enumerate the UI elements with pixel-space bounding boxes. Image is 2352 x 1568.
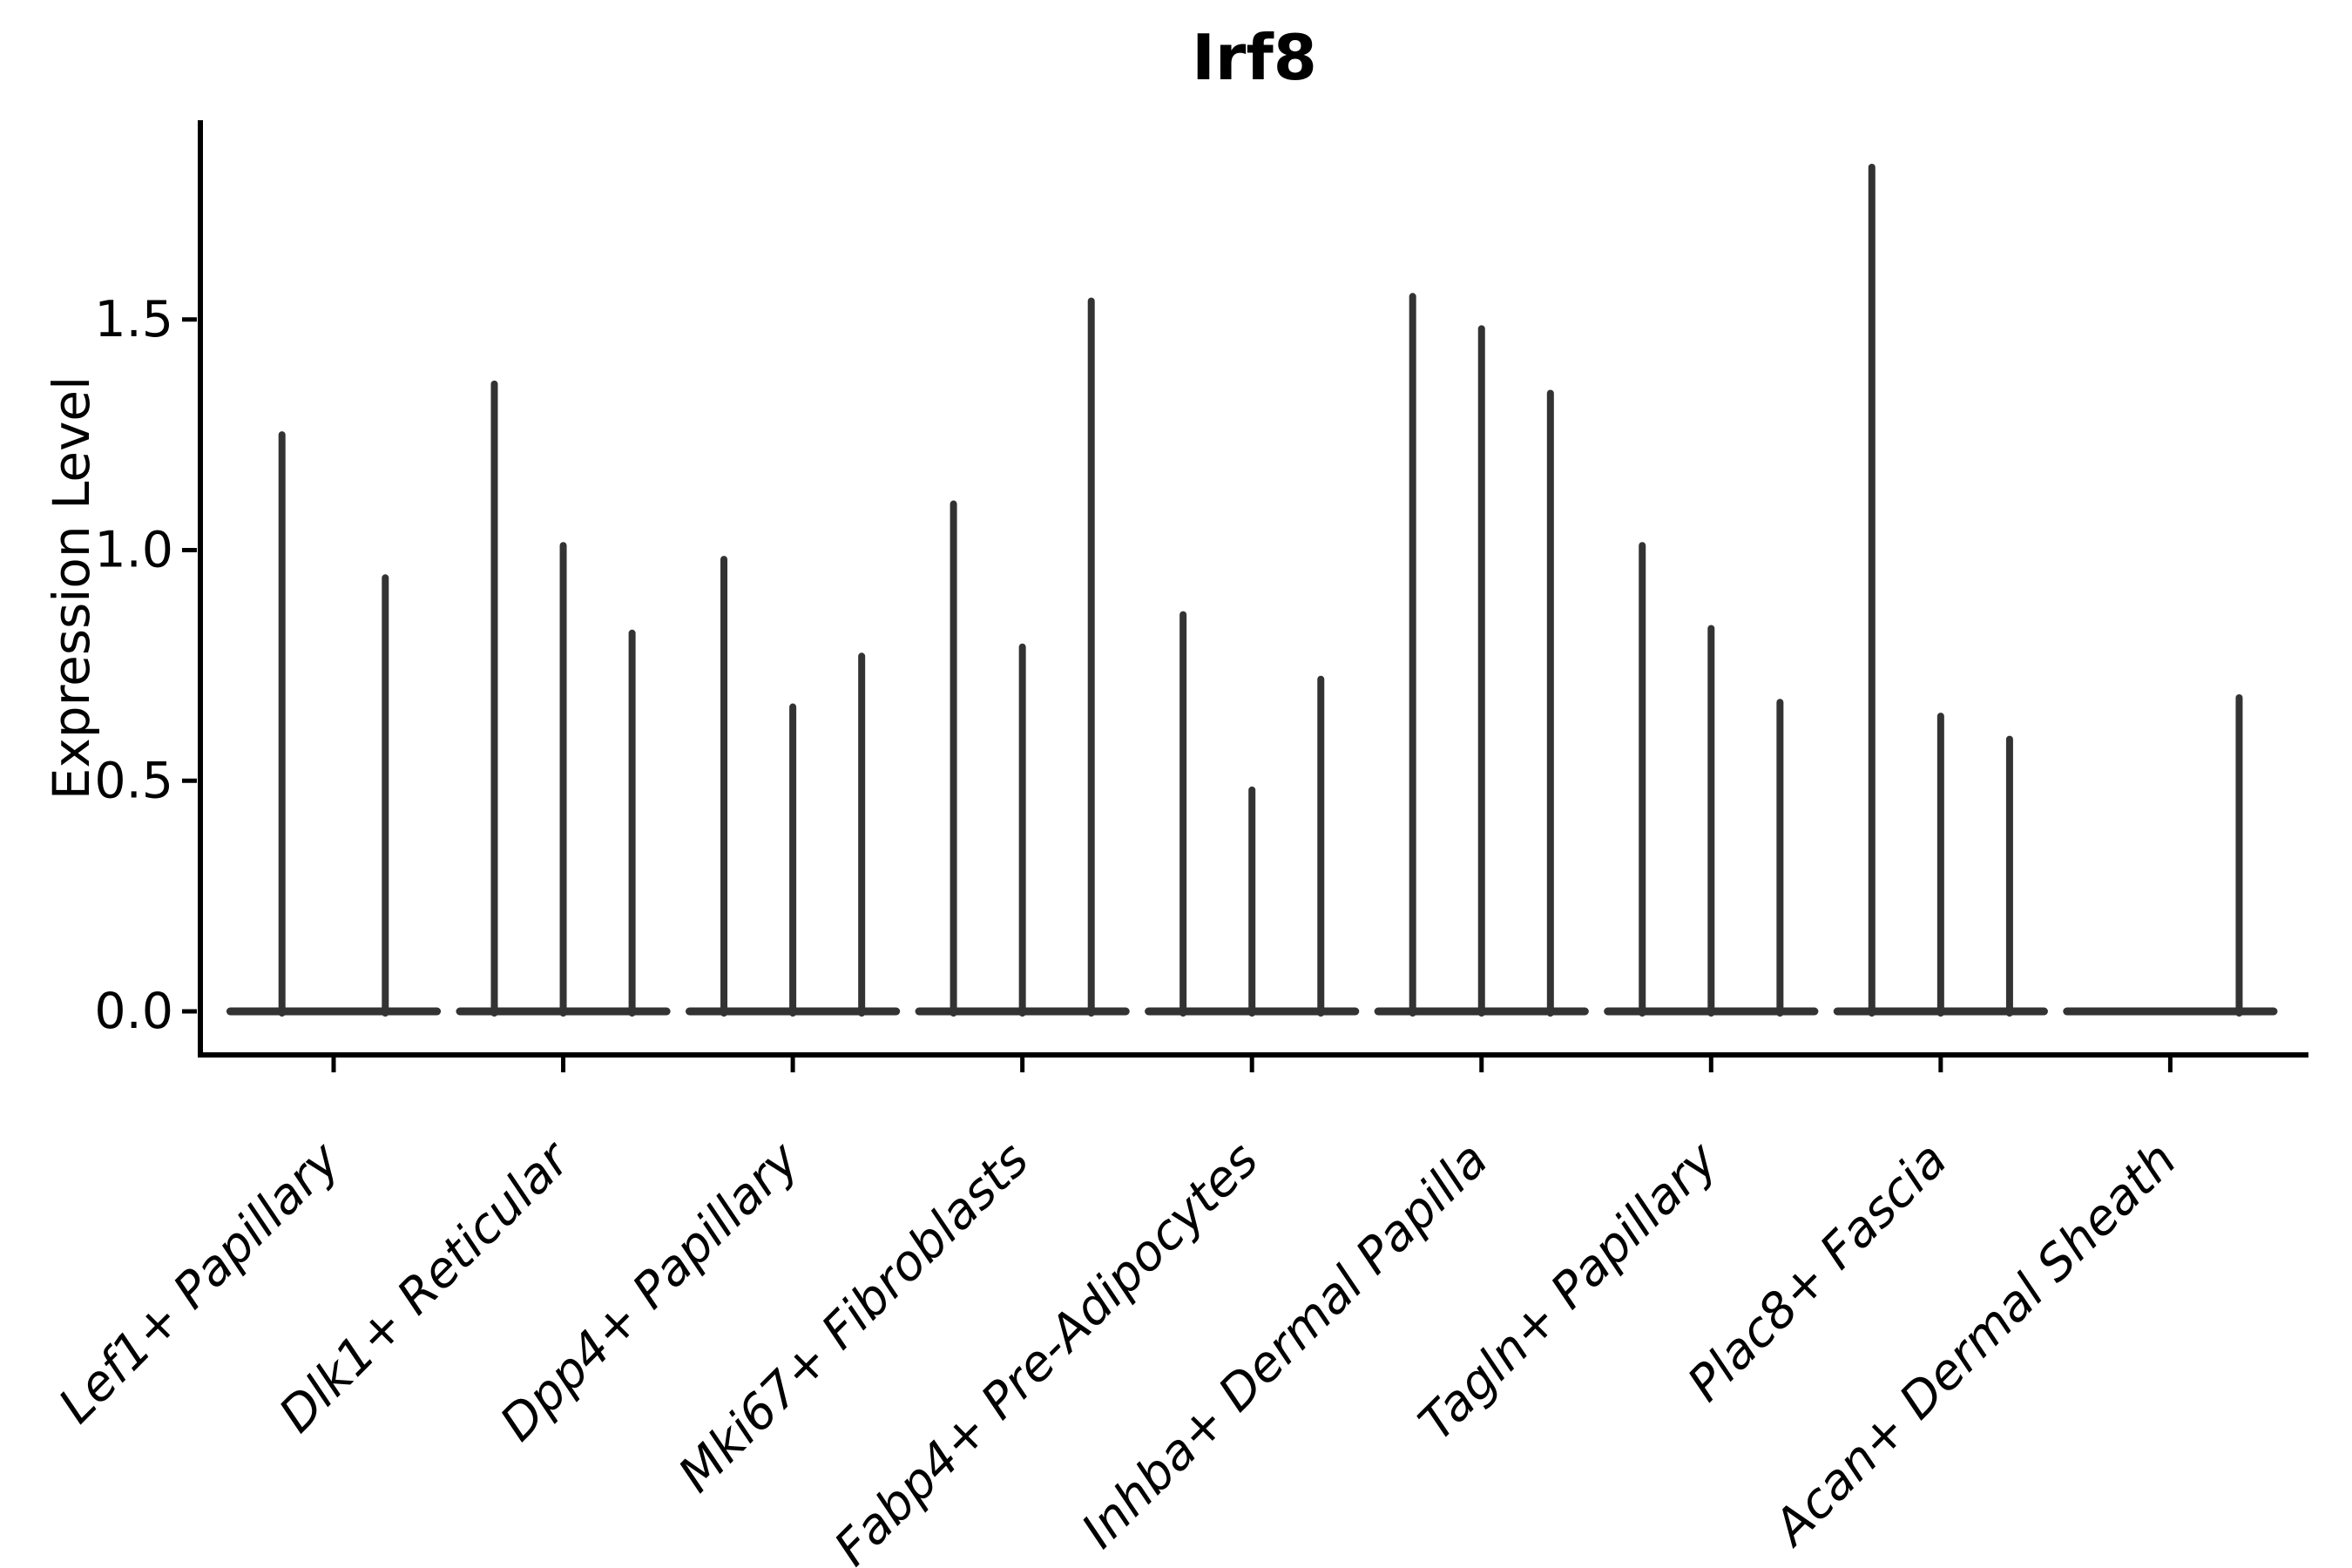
y-tick-label: 1.0 [94, 522, 173, 579]
category-label: Acan+ Dermal Sheath [1761, 1132, 2187, 1558]
y-tick-label: 0.5 [94, 752, 173, 809]
category-label: Fabp4+ Pre-Adipocytes [824, 1132, 1269, 1568]
chart-title: Irf8 [1192, 21, 1317, 94]
y-tick-label: 0.0 [94, 983, 173, 1040]
y-tick-label: 1.5 [94, 291, 173, 348]
category-label: Inhba+ Dermal Papilla [1071, 1132, 1499, 1559]
